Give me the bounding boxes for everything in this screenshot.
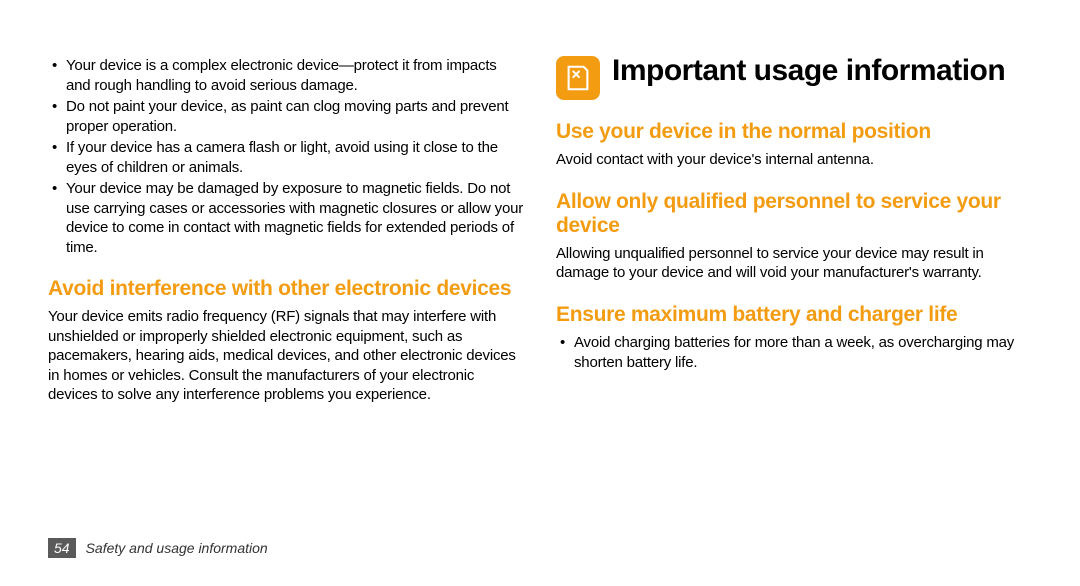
- main-heading-row: Important usage information: [556, 56, 1032, 100]
- right-body-2: Allowing unqualified personnel to servic…: [556, 244, 1032, 283]
- right-section-heading-1: Use your device in the normal position: [556, 120, 1032, 144]
- page-footer: 54 Safety and usage information: [48, 538, 268, 558]
- page-number: 54: [48, 538, 76, 558]
- list-item: Your device is a complex electronic devi…: [66, 56, 524, 95]
- list-item: Avoid charging batteries for more than a…: [574, 333, 1032, 372]
- list-item: Your device may be damaged by exposure t…: [66, 179, 524, 257]
- right-section-heading-2: Allow only qualified personnel to servic…: [556, 190, 1032, 238]
- note-icon: [556, 56, 600, 100]
- left-column: Your device is a complex electronic devi…: [48, 56, 524, 546]
- left-section-heading: Avoid interference with other electronic…: [48, 277, 524, 301]
- main-heading: Important usage information: [612, 56, 1005, 86]
- right-column: Important usage information Use your dev…: [556, 56, 1032, 546]
- left-body-text: Your device emits radio frequency (RF) s…: [48, 307, 524, 405]
- footer-section-title: Safety and usage information: [86, 540, 268, 556]
- page-content: Your device is a complex electronic devi…: [0, 0, 1080, 586]
- right-body-1: Avoid contact with your device's interna…: [556, 150, 1032, 170]
- right-section-heading-3: Ensure maximum battery and charger life: [556, 303, 1032, 327]
- left-bullet-list: Your device is a complex electronic devi…: [48, 56, 524, 257]
- list-item: Do not paint your device, as paint can c…: [66, 97, 524, 136]
- list-item: If your device has a camera flash or lig…: [66, 138, 524, 177]
- right-bullet-list: Avoid charging batteries for more than a…: [556, 333, 1032, 372]
